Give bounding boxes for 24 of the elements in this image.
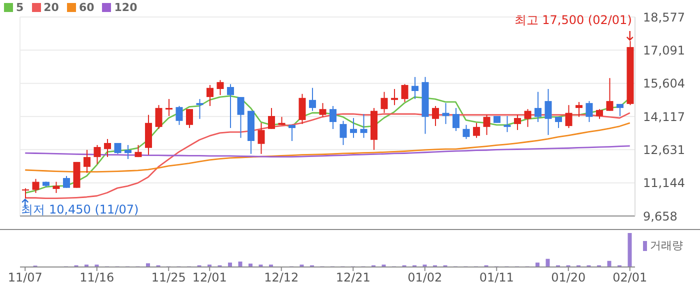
x-tick-label: 01/11 <box>479 270 514 285</box>
x-tick-label: 01/20 <box>551 270 586 285</box>
legend-label: 거래량 <box>650 238 683 253</box>
annotation: 최저 10,450 (11/07) <box>21 202 139 216</box>
x-tick-label: 12/01 <box>192 270 227 285</box>
y-tick-label: 9,658 <box>643 209 678 224</box>
y-tick-label: 17,091 <box>643 43 685 58</box>
y-tick-label: 11,144 <box>643 176 685 190</box>
y-tick-label: 12,631 <box>643 142 685 157</box>
legend-label: 20 <box>44 1 59 14</box>
x-tick-label: 12/21 <box>336 270 370 285</box>
y-tick-label: 18,577 <box>643 10 685 24</box>
x-tick-label: 01/02 <box>408 270 442 285</box>
x-tick-label: 02/01 <box>612 270 648 285</box>
x-tick-label: 11/07 <box>8 270 42 285</box>
y-tick-label: 15,604 <box>643 76 685 91</box>
x-tick-label: 11/16 <box>80 270 114 285</box>
x-tick-label: 11/25 <box>151 270 186 285</box>
legend-label: 60 <box>78 1 94 14</box>
legend-label: 120 <box>114 1 138 14</box>
annotation: 최고 17,500 (02/01) <box>514 13 632 28</box>
y-tick-label: 14,117 <box>643 110 685 124</box>
legend-label: 5 <box>16 1 24 14</box>
x-tick-label: 12/12 <box>264 270 299 285</box>
